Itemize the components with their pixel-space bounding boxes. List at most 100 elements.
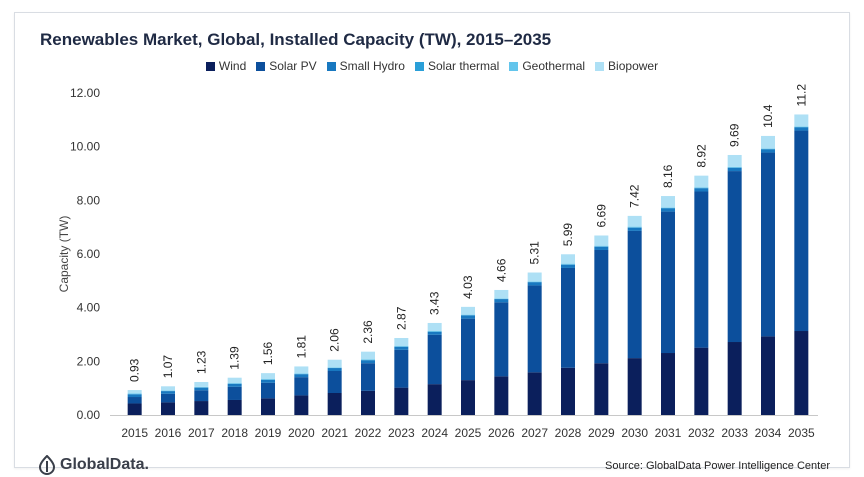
bar-segment-small-hydro [227,383,242,387]
bar-segment-solar-pv [594,249,609,364]
bar-segment-biopower [727,154,742,167]
total-data-label: 7.42 [628,184,642,208]
bar-segment-wind [361,390,375,415]
total-data-label: 4.66 [494,258,508,282]
bar-segment-small-hydro [161,391,175,394]
bar-segment-geothermal [594,245,609,247]
bar-segment-wind [794,331,809,415]
bar-segment-biopower [761,135,775,149]
source-note: Source: GlobalData Power Intelligence Ce… [604,460,830,472]
legend-swatch [414,61,424,71]
chart-legend: Wind Solar PV Small Hydro Solar thermal Geot… [0,59,864,73]
bar-segment-small-hydro [127,394,142,398]
legend-label: Geothermal [522,59,586,73]
bar-segment-small-hydro [494,299,509,303]
total-data-label: 8.92 [694,144,708,168]
bar-segment-wind [561,367,575,415]
bar-segment-small-hydro [627,227,642,231]
bar-segment-solar-pv [161,393,175,403]
y-tick-label: 8.00 [77,193,101,207]
bar-segment-solar-pv [127,397,142,404]
bar-segment-solar-pv [394,349,409,388]
bar-segment-solar-pv [427,334,442,385]
bar-segment-biopower [161,386,175,391]
bar-segment-small-hydro [461,315,475,319]
total-data-label: 0.93 [128,358,142,382]
legend-item: Solar thermal [414,59,500,73]
legend-swatch [205,61,215,71]
bar-segment-biopower [694,175,709,188]
bar-segment-solar-pv [361,363,375,391]
bar-segment-solar-pv [494,302,509,377]
bar-segment-solar-pv [194,390,209,402]
bar-segment-geothermal [461,314,475,316]
bar-segment-solar-pv [761,152,775,337]
bar-segment-geothermal [694,187,709,188]
x-tick-label: 2031 [655,426,682,440]
legend-item: Small Hydro [326,59,405,73]
bar-segment-wind [394,387,409,415]
bar-segment-solar-thermal [627,227,642,228]
bar-segment-biopower [361,351,375,360]
x-tick-label: 2016 [155,426,182,440]
bar-segment-small-hydro [661,208,675,212]
x-tick-label: 2025 [455,426,482,440]
bar-segment-geothermal [127,393,142,395]
bar-segment-geothermal [427,331,442,332]
bar-segment-solar-thermal [561,264,575,265]
bar-segment-geothermal [727,166,742,168]
total-data-label: 2.06 [328,328,342,352]
x-tick-label: 2029 [588,426,615,440]
chart-title: Renewables Market, Global, Installed Cap… [40,30,552,49]
y-tick-label: 12.00 [70,86,100,100]
bar-segment-small-hydro [527,282,542,286]
x-tick-label: 2022 [355,426,382,440]
y-tick-label: 6.00 [77,247,101,261]
bar-segment-wind [661,353,675,415]
total-data-label: 1.23 [194,350,208,374]
bar-segment-small-hydro [394,346,409,350]
bar-segment-small-hydro [794,127,809,131]
bar-segment-wind [127,403,142,415]
legend-label: Solar PV [269,59,317,73]
y-axis-label: Capacity (TW) [57,216,71,293]
bar-segment-geothermal [761,148,775,149]
bar-segment-biopower [294,366,309,374]
bar-segment-solar-pv [727,171,742,343]
bar-segment-solar-pv [561,267,575,368]
total-data-label: 9.69 [728,123,742,147]
bar-segment-geothermal [561,263,575,265]
total-data-label: 2.36 [361,320,375,344]
bar-segment-solar-pv [627,230,642,359]
bar-segment-solar-pv [461,318,475,381]
bar-segment-solar-pv [527,285,542,373]
bar-segment-wind [461,380,475,415]
total-data-label: 3.43 [428,291,442,315]
bar-segment-wind [627,358,642,415]
bar-segment-biopower [394,337,409,347]
bar-segment-solar-pv [661,211,675,354]
bar-segment-solar-pv [327,370,342,393]
bar-segment-biopower [494,289,509,299]
bar-segment-geothermal [294,373,309,374]
bar-segment-solar-thermal [794,126,809,128]
x-tick-label: 2026 [488,426,515,440]
bar-segment-biopower [561,254,575,264]
bar-segment-small-hydro [427,331,442,335]
legend-label: Solar thermal [427,59,500,73]
x-tick-label: 2015 [121,426,148,440]
bar-segment-geothermal [161,390,175,391]
globaldata-logo-icon [38,455,56,475]
bar-segment-solar-thermal [727,167,742,168]
bar-segment-biopower [461,306,475,315]
legend-swatch [595,61,605,71]
legend-item: Solar PV [256,59,317,73]
bar-segment-small-hydro [727,167,742,172]
x-tick-label: 2018 [221,426,248,440]
legend-swatch [256,61,266,71]
bar-segment-wind [161,402,175,415]
legend-label: Biopower [608,59,659,73]
bar-segment-geothermal [494,298,509,299]
bar-segment-biopower [227,377,242,384]
